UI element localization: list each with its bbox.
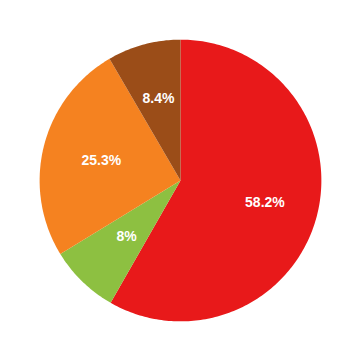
svg-text:58.2%: 58.2% — [245, 194, 285, 210]
svg-text:8%: 8% — [116, 228, 137, 244]
svg-text:25.3%: 25.3% — [81, 152, 121, 168]
svg-text:8.4%: 8.4% — [142, 90, 174, 106]
